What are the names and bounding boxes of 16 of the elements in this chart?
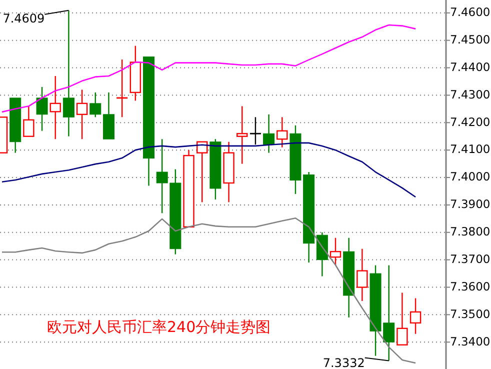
y-tick-label: 7.3700	[450, 252, 490, 266]
annotation: 7.3332	[322, 356, 365, 369]
y-tick-label: 7.4500	[450, 32, 490, 46]
y-tick-label: 7.4600	[450, 5, 490, 20]
y-tick-label: 7.3400	[450, 334, 490, 348]
y-tick-label: 7.4300	[450, 87, 490, 102]
y-tick-label: 7.4100	[450, 142, 490, 156]
y-tick-label: 7.3800	[450, 224, 490, 239]
text: 欧元对人民币汇率240分钟走势图	[47, 318, 271, 336]
y-tick-label: 7.4000	[450, 170, 490, 184]
y-tick-label: 7.4200	[450, 114, 490, 129]
y-tick-label: 7.3900	[450, 197, 490, 212]
y-tick-label: 7.3600	[450, 279, 490, 294]
y-tick-label: 7.4400	[450, 60, 490, 74]
annotation: 7.4609	[2, 12, 45, 26]
y-tick-label: 7.3500	[450, 306, 490, 321]
